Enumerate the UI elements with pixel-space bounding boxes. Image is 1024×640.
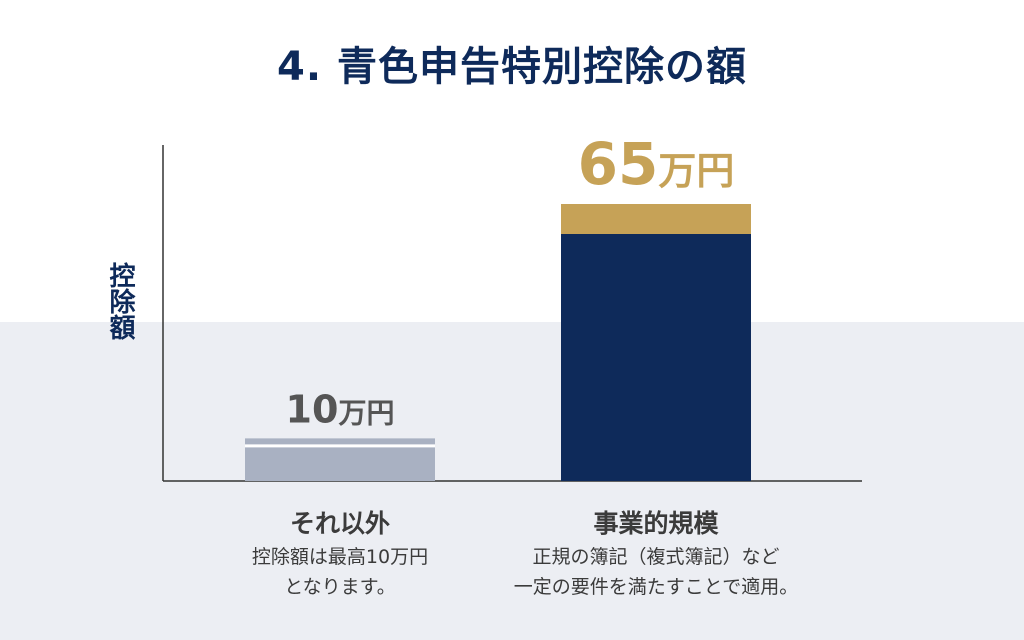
category-label-business: 事業的規模 bbox=[593, 509, 719, 538]
category-description-business: 正規の簿記（複式簿記）など 一定の要件を満たすことで適用。 bbox=[513, 546, 799, 598]
category-description-other: 控除額は最高10万円 となります。 bbox=[251, 546, 429, 598]
bar-other-highlight bbox=[245, 444, 435, 448]
value-label-business: 65万円 bbox=[578, 130, 735, 198]
y-axis-label: 控除額 bbox=[105, 262, 135, 340]
value-label-other: 10万円 bbox=[286, 387, 395, 431]
chart-title: 4. 青色申告特別控除の額 bbox=[277, 44, 747, 90]
category-label-other: それ以外 bbox=[289, 509, 390, 538]
bar-business-cap bbox=[561, 204, 751, 234]
bar-business bbox=[561, 204, 751, 481]
